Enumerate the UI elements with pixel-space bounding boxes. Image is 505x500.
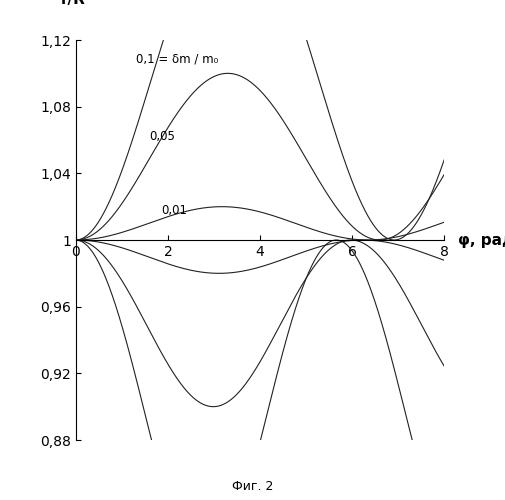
Text: r/R: r/R <box>61 0 86 6</box>
Text: 0,05: 0,05 <box>149 130 175 143</box>
Text: Фиг. 2: Фиг. 2 <box>232 480 273 493</box>
Text: φ, рад: φ, рад <box>458 232 505 248</box>
Text: 0,1 = δm / m₀: 0,1 = δm / m₀ <box>136 52 218 65</box>
Text: 0,01: 0,01 <box>161 204 187 216</box>
